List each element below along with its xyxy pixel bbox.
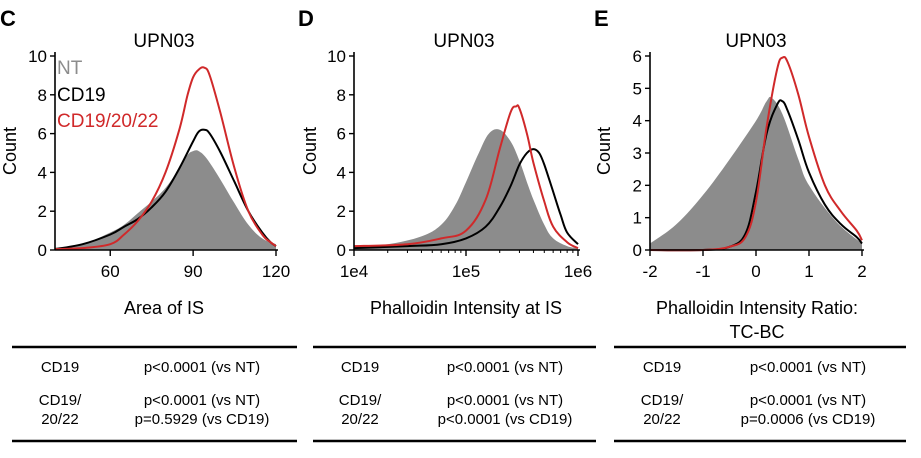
panel-letter-c: C [0,6,16,31]
series-nt-area [55,150,276,250]
panel-d-plot: 0 2 4 6 8 10 1e4 1e5 1e6 [327,47,592,281]
y-tick-label: 10 [327,47,346,66]
y-tick-label: 2 [633,176,642,195]
x-tick-label: 0 [751,262,760,281]
y-tick-label: 8 [337,86,346,105]
table-d-row1-label: CD19 [341,359,379,376]
x-tick-label: -1 [695,262,710,281]
series-cd192022-line [353,104,579,249]
panel-c-ylabel: Count [0,127,20,175]
panel-d-title: UPN03 [433,31,494,52]
y-tick-label: 5 [633,79,642,98]
panel-e-xlabel: Phalloidin Intensity Ratio: [656,298,858,318]
y-tick-label: 6 [38,125,47,144]
y-tick-label: 6 [633,47,642,66]
series-cd19-line [353,148,579,250]
table-c-row2-label-b: 20/22 [41,411,79,428]
y-tick-label: 0 [633,241,642,260]
y-tick-label: 4 [337,163,346,182]
table-d-row2-value-a: p<0.0001 (vs NT) [447,392,563,409]
table-d-row2-value-b: p<0.0001 (vs CD19) [438,411,573,428]
table-c-row2-label-a: CD19/ [39,392,82,409]
y-tick-label: 10 [28,47,47,66]
legend-cd19: CD19 [57,85,106,106]
panel-e-ylabel: Count [594,127,614,175]
x-tick-label: 90 [184,262,203,281]
table-e-row2-label-a: CD19/ [641,392,684,409]
table-e-row1-label: CD19 [643,359,681,376]
panel-letter-d: D [298,6,314,31]
stats-table-e: CD19 p<0.0001 (vs NT) CD19/ 20/22 p<0.00… [614,345,906,443]
x-tick-label: 1 [804,262,813,281]
panel-c-xlabel: Area of IS [124,298,204,318]
table-e-row2-value-a: p<0.0001 (vs NT) [750,392,866,409]
table-d-row2-label-b: 20/22 [341,411,379,428]
y-tick-label: 0 [38,241,47,260]
y-tick-label: 3 [633,144,642,163]
panel-e-plot: 0 1 2 3 4 5 6 -2 -1 0 1 2 [633,47,867,281]
legend-cd192022: CD19/20/22 [57,111,158,132]
y-tick-label: 2 [337,202,346,221]
x-tick-label: 60 [101,262,120,281]
table-c-row1-value: p<0.0001 (vs NT) [144,359,260,376]
x-tick-label: 1e5 [452,262,480,281]
y-tick-label: 2 [38,202,47,221]
y-tick-label: 0 [337,241,346,260]
y-tick-label: 1 [633,209,642,228]
table-e-row2-label-b: 20/22 [643,411,681,428]
table-d-row2-label-a: CD19/ [339,392,382,409]
panel-d-xlabel: Phalloidin Intensity at IS [370,298,562,318]
y-tick-label: 4 [38,163,47,182]
table-c-row2-value-a: p<0.0001 (vs NT) [144,392,260,409]
table-d-row1-value: p<0.0001 (vs NT) [447,359,563,376]
panel-c-plot: 0 2 4 6 8 10 60 90 120 [28,47,290,281]
x-tick-label: -2 [642,262,657,281]
table-e-row1-value: p<0.0001 (vs NT) [750,359,866,376]
table-e-row2-value-b: p=0.0006 (vs CD19) [741,411,876,428]
x-tick-label: 1e4 [340,262,368,281]
y-tick-label: 4 [633,112,642,131]
panel-e-title: UPN03 [725,31,786,52]
y-tick-label: 8 [38,86,47,105]
series-nt-area [354,129,578,250]
series-cd192022-line [649,55,863,252]
panel-d-ylabel: Count [300,127,320,175]
series-nt-area [650,96,862,251]
legend-nt: NT [57,58,83,79]
x-tick-label: 1e6 [564,262,592,281]
x-tick-label: 120 [262,262,290,281]
panel-letter-e: E [594,6,609,31]
series-cd192022-line [54,66,277,250]
table-c-row2-value-b: p=0.5929 (vs CD19) [135,411,270,428]
x-tick-label: 2 [857,262,866,281]
stats-table-c: CD19 p<0.0001 (vs NT) CD19/ 20/22 p<0.00… [12,345,297,443]
panel-c-title: UPN03 [133,31,194,52]
table-c-row1-label: CD19 [41,359,79,376]
y-tick-label: 6 [337,125,346,144]
panel-e-xlabel-line2: TC-BC [730,322,785,342]
stats-table-d: CD19 p<0.0001 (vs NT) CD19/ 20/22 p<0.00… [313,345,596,443]
